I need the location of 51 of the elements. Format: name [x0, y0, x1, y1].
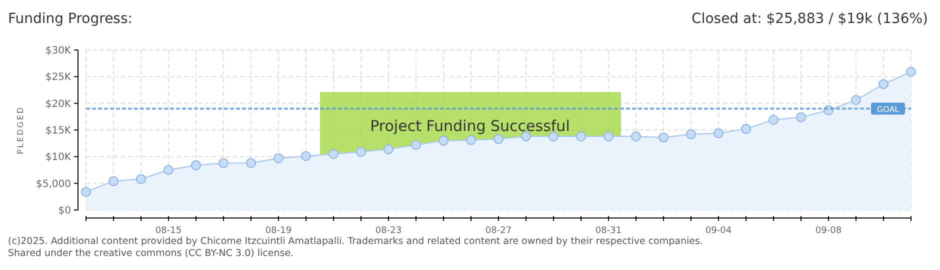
point — [851, 95, 861, 106]
y-tick-label: $25K — [45, 72, 72, 84]
annotation: Project Funding Successful — [370, 117, 570, 135]
point — [741, 124, 751, 134]
text: Shared under the creative commons (CC BY-NC 3.0) license. — [8, 248, 294, 259]
y-axis-title: PLEDGED — [16, 106, 25, 154]
point — [218, 158, 228, 168]
x-tick-label: 08-31 — [595, 226, 622, 236]
x-tick-label: 08-19 — [265, 226, 292, 236]
point — [164, 165, 174, 175]
point — [521, 131, 531, 142]
y-tick-label: $15K — [45, 126, 72, 136]
point — [81, 186, 91, 197]
point — [356, 146, 366, 157]
ref-line-label: GOAL — [876, 105, 900, 114]
point — [548, 131, 558, 142]
y-tick-label: $20K — [45, 98, 72, 110]
y-tick-label: $10K — [45, 152, 72, 164]
point — [108, 176, 118, 186]
point — [631, 131, 641, 142]
x-tick-label: 08-15 — [155, 226, 182, 236]
x-tick-label: 08-27 — [485, 226, 512, 236]
point — [411, 140, 421, 150]
point — [384, 144, 394, 154]
point — [438, 136, 448, 146]
point — [796, 112, 806, 122]
chart-title: Funding Progress: — [8, 11, 132, 27]
y-tick-label: $5,000 — [36, 178, 71, 190]
point — [714, 128, 724, 138]
point — [136, 174, 146, 184]
y-tick-label: $30K — [45, 46, 72, 56]
point — [906, 66, 916, 77]
point — [768, 114, 778, 125]
point — [328, 149, 338, 159]
point — [494, 134, 504, 144]
point — [191, 160, 201, 170]
point — [246, 158, 256, 168]
point — [604, 131, 614, 142]
text: (c)2025. Additional content provided by Chicome Itzcuintli Amatlapalli. Trademarks and related content are owned by their respective companies. — [8, 236, 703, 247]
chart-subtitle: Closed at: $25,883 / $19k (136%) — [692, 11, 928, 27]
x-tick-label: 09-04 — [705, 226, 732, 236]
x-tick-label: 09-08 — [815, 226, 842, 236]
point — [878, 79, 888, 90]
point — [274, 153, 284, 164]
point — [686, 129, 696, 140]
point — [301, 151, 311, 162]
y-tick-label: $0 — [58, 206, 71, 216]
point — [466, 135, 476, 146]
point — [658, 132, 668, 142]
x-tick-label: 08-23 — [375, 226, 402, 236]
point — [576, 131, 586, 142]
